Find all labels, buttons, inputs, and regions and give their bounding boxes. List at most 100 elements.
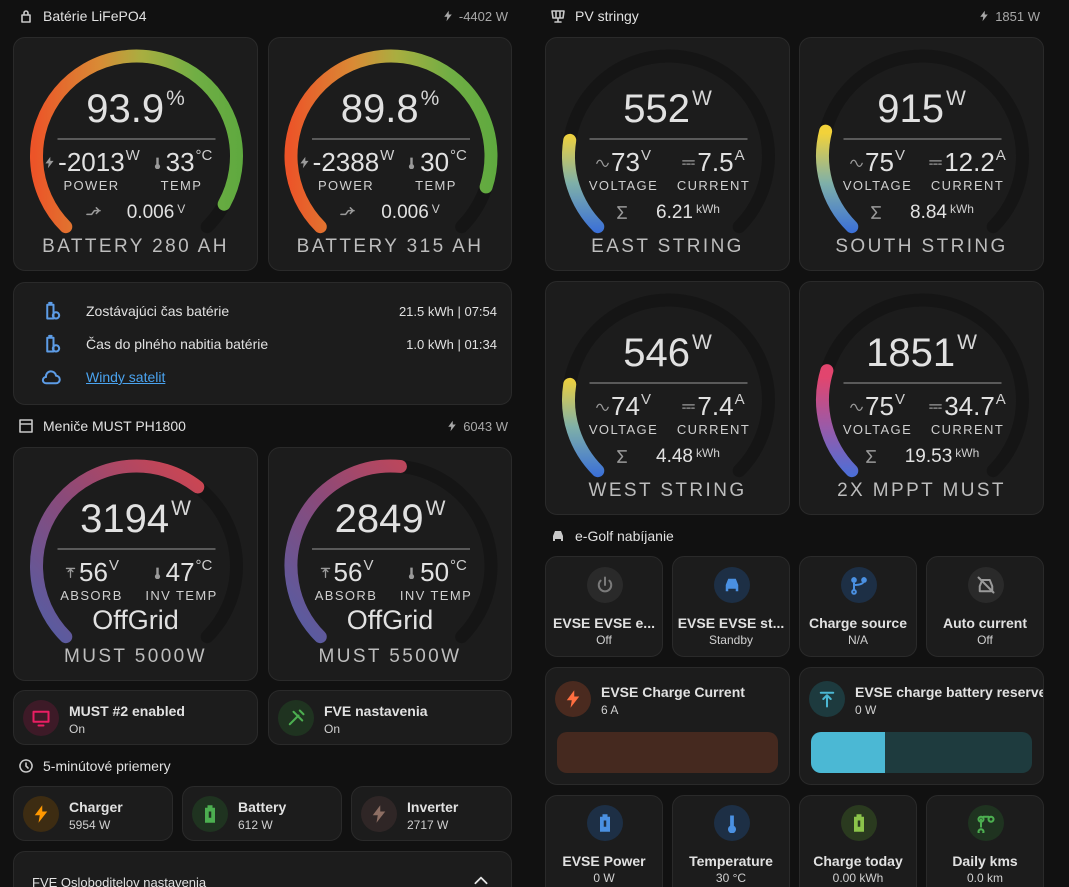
- sub-unit: A: [995, 391, 1006, 408]
- button-state: 0.0 km: [966, 871, 1003, 885]
- button-card[interactable]: Temperature 30 °C: [672, 795, 790, 887]
- gauge-sub-row: 47 °C: [117, 557, 247, 587]
- tile-card[interactable]: Inverter 2717 W: [351, 786, 512, 841]
- button-card[interactable]: EVSE Power 0 W: [545, 795, 663, 887]
- button-state: 30 °C: [715, 871, 747, 885]
- icon-shape: [85, 207, 101, 216]
- tile-card[interactable]: Battery 612 W: [182, 786, 342, 841]
- icon-shape: [850, 159, 863, 167]
- sub-label: INV TEMP: [399, 588, 473, 603]
- power-value: 1851 W: [995, 8, 1040, 24]
- gauge-name: WEST STRING: [588, 480, 747, 501]
- section-power: 6043 W: [446, 419, 508, 434]
- icon: [205, 805, 215, 823]
- gauge-name: BATTERY 280 AH: [42, 236, 229, 257]
- gauge-status: OffGrid: [346, 605, 434, 635]
- sub-label: VOLTAGE: [842, 178, 913, 193]
- button-card[interactable]: Charge source N/A: [799, 556, 917, 657]
- tile-card[interactable]: FVE nastavenia On: [268, 690, 512, 745]
- slider-track[interactable]: [811, 732, 1032, 773]
- gauge-status: OffGrid: [92, 605, 179, 635]
- icon-shape: [600, 814, 610, 832]
- bottom-unit: kWh: [695, 202, 720, 216]
- sub-unit: V: [108, 557, 119, 574]
- icon-shape: [21, 10, 31, 23]
- button-card[interactable]: Daily kms 0.0 km: [926, 795, 1044, 887]
- slider-track[interactable]: [557, 732, 778, 773]
- icon-shape: [850, 403, 863, 411]
- sub-unit: V: [894, 147, 905, 164]
- button-card[interactable]: Charge today 0.00 kWh: [799, 795, 917, 887]
- info-value: 21.5 kWh | 07:54: [398, 303, 497, 319]
- sub-label: POWER: [63, 178, 120, 193]
- bottom-value: 4.48: [656, 446, 693, 467]
- section-title: 5-minútové priemery: [43, 758, 171, 774]
- button-icon: [841, 805, 877, 841]
- button-name: Temperature: [689, 853, 773, 869]
- icon: [340, 207, 356, 216]
- tile-card[interactable]: Charger 5954 W: [13, 786, 173, 841]
- button-card[interactable]: Auto current Off: [926, 556, 1044, 657]
- power-value: 6043 W: [463, 418, 508, 434]
- gauge-main: 552 W: [546, 87, 789, 131]
- tile-name: MUST #2 enabled: [69, 703, 185, 719]
- icon: [929, 404, 943, 409]
- icon-shape: [566, 690, 580, 708]
- gauge-main: 915 W: [800, 87, 1043, 131]
- sub-unit: °C: [195, 147, 213, 164]
- icon-shape: [19, 759, 33, 773]
- gauge-arc: [30, 49, 243, 234]
- sub-label: POWER: [317, 178, 375, 193]
- icon-shape: [865, 450, 876, 463]
- gauge-name: EAST STRING: [591, 236, 744, 257]
- sub-value: 56: [79, 557, 108, 587]
- tile-name: FVE nastavenia: [324, 703, 428, 719]
- gauge-sub-row: 12.2 A: [903, 147, 1033, 177]
- button-card[interactable]: EVSE EVSE st... Standby: [672, 556, 790, 657]
- info-row: Zostávajúci čas batérie 21.5 kWh | 07:54: [14, 301, 511, 321]
- button-icon: [714, 805, 750, 841]
- power-value: -4402 W: [458, 8, 508, 24]
- bottom-value: 0.006: [126, 202, 175, 223]
- icon: [19, 419, 33, 433]
- bottom-unit: kWh: [955, 446, 980, 460]
- icon-shape: [409, 157, 415, 169]
- slider-state: 0 W: [855, 703, 877, 717]
- button-icon: [841, 567, 877, 603]
- sub-unit: A: [734, 147, 745, 164]
- gauge-card: 546 W 74 V VOLTAGE 7.4 A CURRENT 4.48 kWh WEST STR…: [545, 281, 790, 515]
- info-row: Windy satelit: [14, 367, 511, 387]
- sub-unit: W: [380, 147, 395, 164]
- icon-shape: [288, 709, 305, 726]
- icon: [929, 160, 943, 165]
- bottom-value: 19.53: [904, 446, 953, 467]
- tile-icon: [278, 700, 314, 736]
- button-name: EVSE EVSE st...: [677, 615, 785, 631]
- settings-title: FVE Osloboditelov nastavenia: [32, 875, 207, 887]
- gauge-arc: [284, 459, 407, 644]
- tile-state: 2717 W: [407, 818, 449, 832]
- main-value: 915: [877, 87, 944, 131]
- section-header: e-Golf nabíjanie: [545, 526, 1044, 546]
- main-value: 546: [623, 331, 690, 375]
- gauge-bottom: 0.006 V: [14, 202, 257, 224]
- main-value: 93.9: [86, 87, 165, 131]
- tile-card[interactable]: MUST #2 enabled On: [13, 690, 258, 745]
- icon-shape: [682, 160, 696, 165]
- sub-unit: W: [125, 147, 140, 164]
- gauge-sub-row: 7.5 A: [649, 147, 779, 177]
- sub-value: 7.4: [697, 391, 734, 421]
- icon-shape: [977, 576, 995, 594]
- button-card[interactable]: EVSE EVSE e... Off: [545, 556, 663, 657]
- gauge-bottom: 8.84 kWh: [800, 202, 1043, 224]
- slider-card: EVSE Charge Current 6 A: [545, 667, 790, 785]
- windy-link[interactable]: Windy satelit: [86, 369, 166, 385]
- gauge-card: 552 W 73 V VOLTAGE 7.5 A CURRENT 6.21 kWh EAST STR…: [545, 37, 790, 271]
- icon-shape: [553, 531, 563, 541]
- gauge-card: 1851 W 75 V VOLTAGE 34.7 A CURRENT 19.53 kWh 2X MP…: [799, 281, 1044, 515]
- settings-card[interactable]: FVE Osloboditelov nastavenia: [13, 851, 512, 887]
- gauge-name: SOUTH STRING: [835, 236, 1008, 257]
- button-name: EVSE Power: [562, 853, 646, 869]
- gauge-sub: -2013 W POWER: [27, 147, 157, 193]
